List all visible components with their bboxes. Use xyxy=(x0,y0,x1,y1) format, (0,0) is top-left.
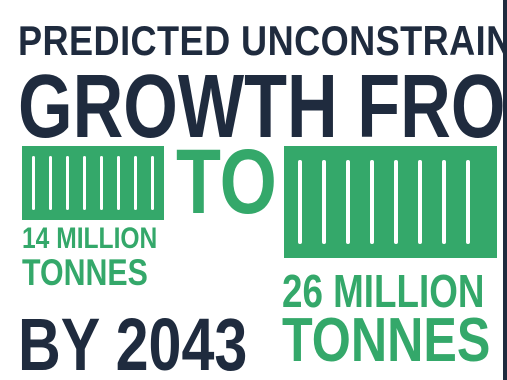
container-rib xyxy=(298,160,302,244)
headline-line-2: GROWTH FROM xyxy=(18,57,507,157)
connector-to: TO xyxy=(176,131,277,233)
container-rib xyxy=(322,160,326,244)
container-rib xyxy=(83,156,86,210)
container-rib xyxy=(117,156,120,210)
container-rib xyxy=(466,160,470,244)
year-line: BY 2043 xyxy=(18,303,248,380)
container-rib xyxy=(442,160,446,244)
container-rib xyxy=(370,160,374,244)
right-border xyxy=(503,0,507,380)
container-rib xyxy=(346,160,350,244)
container-rib xyxy=(100,156,103,210)
container-rib xyxy=(32,156,35,210)
container-rib xyxy=(66,156,69,210)
container-rib xyxy=(49,156,52,210)
to-amount: 26 MILLION xyxy=(282,265,485,317)
shipping-container-large-icon xyxy=(284,146,497,258)
container-rib xyxy=(394,160,398,244)
container-rib xyxy=(134,156,137,210)
headline-line-1: PREDICTED UNCONSTRAINED xyxy=(18,17,507,64)
from-amount: 14 MILLION xyxy=(22,222,158,255)
container-rib xyxy=(151,156,154,210)
to-unit: TONNES xyxy=(282,306,491,375)
container-rib xyxy=(418,160,422,244)
from-unit: TONNES xyxy=(22,252,148,293)
shipping-container-small-icon xyxy=(22,146,164,220)
